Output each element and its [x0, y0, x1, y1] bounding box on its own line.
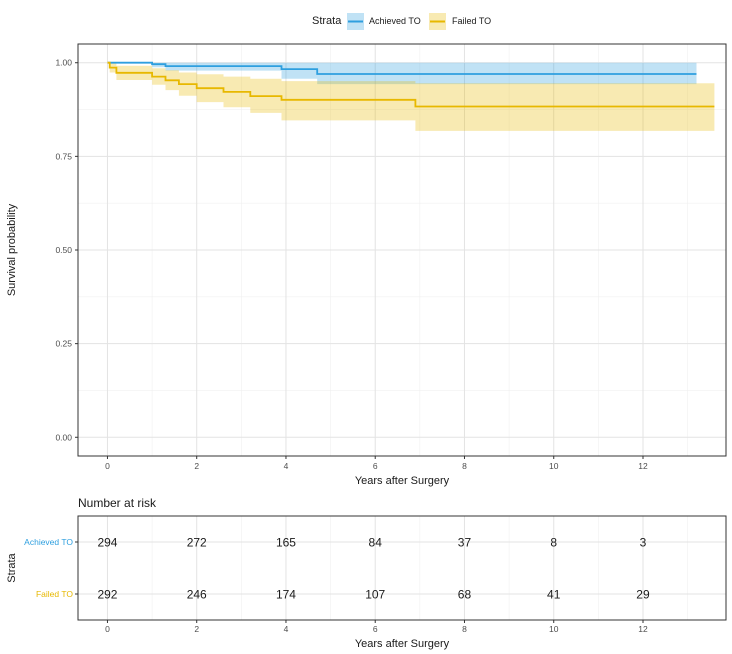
risk-count-achieved-to: 294	[97, 536, 117, 550]
x-axis-label: Years after Surgery	[355, 475, 450, 487]
legend: Strata Achieved TO Failed TO	[312, 13, 491, 30]
x-tick-label: 6	[373, 461, 378, 471]
legend-title: Strata	[312, 15, 342, 27]
risk-table-y-label: Strata	[6, 552, 18, 582]
risk-count-achieved-to: 272	[187, 536, 207, 550]
x-tick-label: 8	[462, 461, 467, 471]
survival-curve-failed-to	[107, 61, 715, 108]
risk-table-border	[77, 515, 727, 621]
risk-count-failed-to: 246	[187, 588, 207, 602]
risk-table-x-label: Years after Surgery	[355, 638, 450, 650]
y-axis: 0.00 0.25 0.50 0.75 1.00	[55, 58, 78, 442]
risk-x-tick-label: 4	[284, 624, 289, 634]
x-tick-label: 12	[638, 461, 648, 471]
main-panel: 0.00 0.25 0.50 0.75 1.00 0 2 4 6 8 10 12 Survival …	[6, 43, 727, 487]
risk-count-achieved-to: 84	[369, 536, 383, 550]
risk-x-tick-label: 12	[638, 624, 648, 634]
x-tick-label: 4	[284, 461, 289, 471]
confidence-bands	[107, 62, 715, 131]
risk-table-grid	[78, 516, 726, 620]
risk-x-tick-label: 8	[462, 624, 467, 634]
y-tick-label: 1.00	[55, 58, 72, 68]
x-tick-label: 10	[549, 461, 559, 471]
risk-count-failed-to: 174	[276, 588, 296, 602]
risk-x-tick-label: 6	[373, 624, 378, 634]
risk-count-failed-to: 68	[458, 588, 472, 602]
x-tick-label: 0	[105, 461, 110, 471]
risk-table-x-axis: 0 2 4 6 8 10 12	[105, 620, 648, 634]
risk-x-tick-label: 10	[549, 624, 559, 634]
y-tick-label: 0.75	[55, 151, 72, 161]
risk-count-achieved-to: 37	[458, 536, 472, 550]
y-tick-label: 0.25	[55, 339, 72, 349]
y-axis-label: Survival probability	[6, 203, 18, 296]
risk-row-label-failed-to: Failed TO	[36, 589, 73, 599]
main-grid	[78, 44, 726, 456]
risk-x-tick-label: 2	[194, 624, 199, 634]
x-axis: 0 2 4 6 8 10 12	[105, 456, 648, 471]
legend-item-failed: Failed TO	[429, 13, 491, 30]
legend-label-achieved: Achieved TO	[369, 16, 421, 26]
survival-curve-achieved-to	[107, 61, 697, 75]
x-tick-label: 2	[194, 461, 199, 471]
y-tick-label: 0.50	[55, 245, 72, 255]
risk-count-failed-to: 41	[547, 588, 561, 602]
risk-count-achieved-to: 165	[276, 536, 296, 550]
risk-count-achieved-to: 8	[550, 536, 557, 550]
confidence-band-failed-to	[107, 62, 715, 131]
risk-row-label-achieved-to: Achieved TO	[24, 537, 73, 547]
risk-table-row-labels: Achieved TO Failed TO	[24, 537, 78, 599]
legend-item-achieved: Achieved TO	[347, 13, 421, 30]
risk-count-failed-to: 292	[97, 588, 117, 602]
legend-label-failed: Failed TO	[452, 16, 491, 26]
risk-count-failed-to: 29	[636, 588, 650, 602]
risk-table-title: Number at risk	[78, 496, 157, 510]
risk-count-failed-to: 107	[365, 588, 385, 602]
risk-x-tick-label: 0	[105, 624, 110, 634]
risk-count-achieved-to: 3	[640, 536, 647, 550]
y-tick-label: 0.00	[55, 432, 72, 442]
risk-table-cells: 294 272 165 84 37 8 3 292 246 174 107 68 41 29	[97, 536, 650, 602]
survival-curves	[107, 61, 715, 108]
